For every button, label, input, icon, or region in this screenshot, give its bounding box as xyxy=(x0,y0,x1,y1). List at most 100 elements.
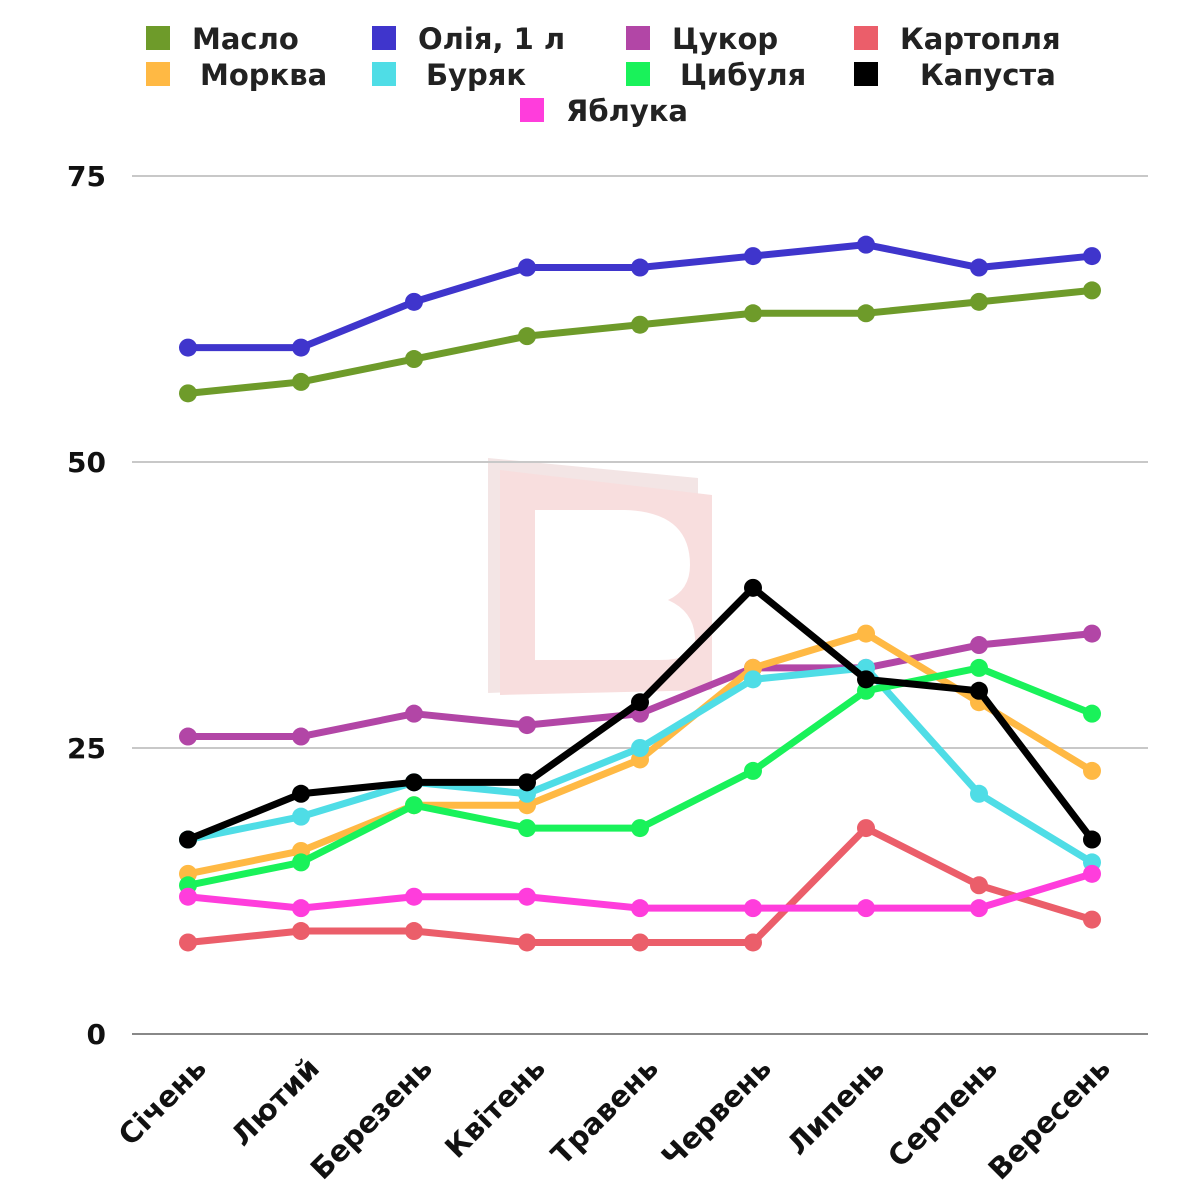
series-3 xyxy=(179,819,1101,952)
legend-label: Капуста xyxy=(920,58,1056,92)
data-point xyxy=(518,887,536,906)
series-group xyxy=(179,235,1101,952)
legend-label: Олія, 1 л xyxy=(418,22,565,56)
data-point xyxy=(292,807,310,826)
data-point xyxy=(631,739,649,757)
data-point xyxy=(1083,830,1101,849)
data-point xyxy=(292,338,310,357)
series-1 xyxy=(179,235,1101,357)
data-point xyxy=(857,624,875,643)
data-point xyxy=(857,304,875,323)
x-tick-label: Вересень xyxy=(982,1051,1117,1186)
data-point xyxy=(179,887,197,906)
legend-swatch xyxy=(626,26,650,50)
data-point xyxy=(970,784,988,803)
legend-swatch xyxy=(372,26,396,50)
data-point xyxy=(179,727,197,746)
series-6 xyxy=(179,658,1101,895)
data-point xyxy=(405,704,423,723)
legend-label: Яблука xyxy=(566,94,688,128)
data-point xyxy=(631,258,649,277)
data-point xyxy=(970,658,988,677)
data-point xyxy=(1083,864,1101,883)
data-point xyxy=(744,933,762,952)
data-point xyxy=(744,899,762,918)
data-point xyxy=(1083,704,1101,723)
data-point xyxy=(631,933,649,952)
y-axis-ticks: 0 25 50 75 xyxy=(67,160,106,1051)
legend-label: Буряк xyxy=(426,58,526,92)
legend-swatch xyxy=(146,62,170,86)
data-point xyxy=(292,372,310,391)
data-point xyxy=(292,899,310,918)
data-point xyxy=(857,899,875,918)
data-point xyxy=(518,933,536,952)
y-tick-label: 25 xyxy=(67,732,106,765)
data-point xyxy=(292,784,310,803)
data-point xyxy=(518,327,536,346)
data-point xyxy=(518,819,536,838)
data-point xyxy=(518,773,536,792)
logo-watermark xyxy=(488,458,712,695)
data-point xyxy=(970,636,988,655)
data-point xyxy=(179,933,197,952)
data-point xyxy=(292,922,310,941)
data-point xyxy=(970,876,988,895)
data-point xyxy=(1083,624,1101,643)
data-point xyxy=(857,235,875,254)
data-point xyxy=(631,899,649,918)
legend-label: Картопля xyxy=(900,22,1061,56)
data-point xyxy=(405,922,423,941)
legend: Масло Олія, 1 л Цукор Картопля Морква Буряк Ци… xyxy=(146,22,1061,128)
data-point xyxy=(1083,761,1101,780)
data-point xyxy=(1083,910,1101,929)
legend-label: Морква xyxy=(200,58,327,92)
legend-swatch xyxy=(854,62,878,86)
x-tick-label: Квітень xyxy=(438,1051,552,1165)
data-point xyxy=(744,761,762,780)
y-tick-label: 50 xyxy=(67,446,106,479)
data-point xyxy=(970,258,988,277)
y-tick-label: 0 xyxy=(87,1018,106,1051)
data-point xyxy=(292,853,310,872)
data-point xyxy=(179,830,197,849)
x-tick-label: Травень xyxy=(544,1051,665,1172)
x-tick-label: Січень xyxy=(112,1051,213,1152)
data-point xyxy=(857,819,875,838)
y-tick-label: 75 xyxy=(67,160,106,193)
data-point xyxy=(405,887,423,906)
data-point xyxy=(744,670,762,689)
data-point xyxy=(405,796,423,815)
x-tick-label: Червень xyxy=(655,1051,778,1174)
data-point xyxy=(405,773,423,792)
series-8 xyxy=(179,864,1101,918)
data-point xyxy=(518,258,536,277)
series-7 xyxy=(179,578,1101,849)
data-point xyxy=(970,292,988,311)
data-point xyxy=(857,670,875,689)
data-point xyxy=(970,681,988,700)
legend-swatch xyxy=(372,62,396,86)
data-point xyxy=(631,315,649,334)
data-point xyxy=(1083,247,1101,266)
data-point xyxy=(179,338,197,357)
x-tick-label: Березень xyxy=(304,1051,439,1186)
data-point xyxy=(744,304,762,323)
data-point xyxy=(292,727,310,746)
data-point xyxy=(744,578,762,597)
data-point xyxy=(631,819,649,838)
data-point xyxy=(744,247,762,266)
series-0 xyxy=(179,281,1101,403)
x-tick-label: Липень xyxy=(780,1051,891,1162)
legend-label: Масло xyxy=(192,22,299,56)
legend-swatch xyxy=(520,98,544,122)
legend-swatch xyxy=(626,62,650,86)
legend-label: Цибуля xyxy=(680,58,806,92)
data-point xyxy=(518,716,536,735)
legend-swatch xyxy=(854,26,878,50)
data-point xyxy=(1083,281,1101,300)
x-tick-label: Серпень xyxy=(881,1051,1004,1174)
data-point xyxy=(631,693,649,712)
